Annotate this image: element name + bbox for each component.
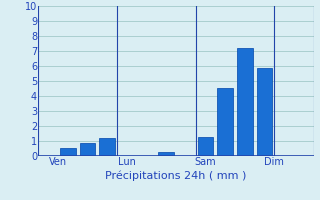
Bar: [237, 48, 253, 156]
Bar: [99, 138, 115, 156]
X-axis label: Précipitations 24h ( mm ): Précipitations 24h ( mm ): [105, 170, 247, 181]
Bar: [217, 88, 233, 156]
Bar: [198, 137, 213, 156]
Bar: [80, 142, 95, 156]
Bar: [158, 152, 174, 156]
Bar: [60, 148, 76, 156]
Bar: [257, 68, 272, 156]
